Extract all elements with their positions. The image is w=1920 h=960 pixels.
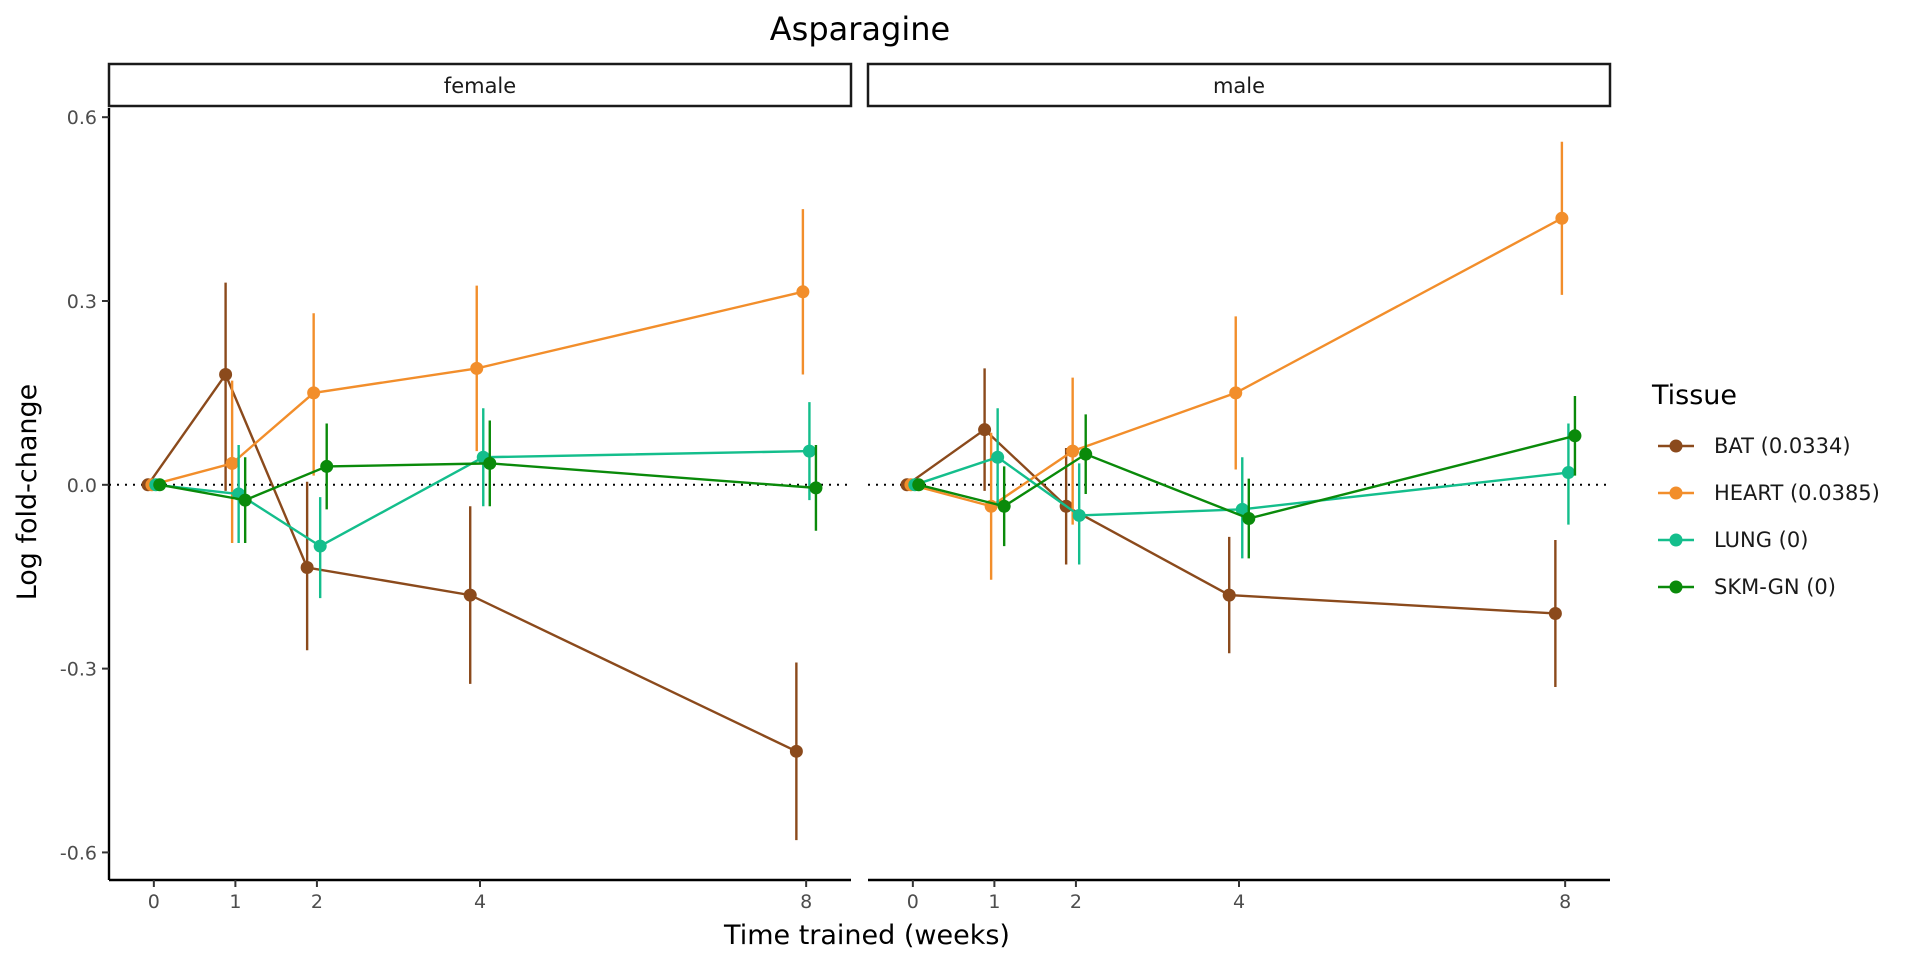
panel-female: female -0.6 -0.3 0.0 0.3 0.6 0 1 2 4 8 bbox=[60, 62, 853, 913]
data-point bbox=[1079, 447, 1093, 461]
legend-title: Tissue bbox=[1651, 380, 1737, 411]
y-axis-title: Log fold-change bbox=[12, 384, 43, 601]
legend-swatch-point bbox=[1669, 486, 1683, 500]
series bbox=[900, 368, 1562, 687]
data-point bbox=[313, 539, 327, 553]
data-point bbox=[978, 423, 992, 437]
legend-item: BAT (0.0334) bbox=[1658, 434, 1851, 458]
y-tick-label: 0.0 bbox=[67, 475, 97, 497]
series bbox=[145, 209, 810, 544]
panel-male: male 0 1 2 4 8 bbox=[866, 62, 1612, 913]
data-point bbox=[789, 744, 803, 758]
series bbox=[912, 395, 1582, 559]
y-tick-label: 0.3 bbox=[67, 291, 97, 313]
data-point bbox=[238, 493, 252, 507]
data-point bbox=[1555, 211, 1569, 225]
x-tick-label: 2 bbox=[1070, 891, 1082, 913]
strip-label: female bbox=[444, 74, 516, 98]
legend-item: LUNG (0) bbox=[1658, 528, 1808, 552]
data-point bbox=[796, 285, 810, 299]
data-point bbox=[1242, 512, 1256, 526]
legend-label: SKM-GN (0) bbox=[1714, 575, 1836, 599]
legend: Tissue BAT (0.0334) HEART (0.0385) LUNG (0… bbox=[1651, 380, 1880, 599]
data-point bbox=[483, 456, 497, 470]
data-point bbox=[219, 368, 233, 382]
x-tick-label: 2 bbox=[311, 891, 323, 913]
data-point bbox=[1072, 508, 1086, 522]
series-line bbox=[146, 372, 797, 753]
y-tick-label: -0.3 bbox=[60, 659, 97, 681]
legend-swatch-point bbox=[1669, 439, 1683, 453]
legend-label: LUNG (0) bbox=[1714, 528, 1808, 552]
data-point bbox=[912, 478, 926, 492]
data-point bbox=[1561, 466, 1575, 480]
legend-label: BAT (0.0334) bbox=[1714, 434, 1851, 458]
x-tick-label: 0 bbox=[148, 891, 160, 913]
series bbox=[908, 408, 1575, 565]
x-tick-label: 1 bbox=[988, 891, 1000, 913]
data-point bbox=[225, 456, 239, 470]
data-point bbox=[1066, 444, 1080, 458]
legend-item: HEART (0.0385) bbox=[1658, 481, 1880, 505]
y-tick-label: 0.6 bbox=[67, 107, 97, 129]
chart-title: Asparagine bbox=[770, 10, 950, 48]
data-point bbox=[1235, 502, 1249, 516]
x-axis-title: Time trained (weeks) bbox=[723, 920, 1010, 951]
x-tick-label: 4 bbox=[1233, 891, 1245, 913]
data-point bbox=[1229, 386, 1243, 400]
y-tick-label: -0.6 bbox=[60, 842, 97, 864]
series bbox=[141, 282, 803, 841]
strip-box bbox=[866, 62, 1612, 108]
legend-label: HEART (0.0385) bbox=[1714, 481, 1880, 505]
data-point bbox=[1548, 606, 1562, 620]
data-point bbox=[991, 450, 1005, 464]
data-point bbox=[307, 386, 321, 400]
legend-swatch-point bbox=[1669, 580, 1683, 594]
x-tick-label: 0 bbox=[907, 891, 919, 913]
legend-swatch-point bbox=[1669, 533, 1683, 547]
series bbox=[153, 420, 823, 544]
data-point bbox=[463, 588, 477, 602]
data-point bbox=[320, 459, 334, 473]
x-tick-label: 8 bbox=[1559, 891, 1571, 913]
strip-box bbox=[107, 62, 853, 108]
x-tick-label: 4 bbox=[474, 891, 486, 913]
data-point bbox=[809, 481, 823, 495]
x-tick-label: 8 bbox=[800, 891, 812, 913]
data-point bbox=[470, 361, 484, 375]
data-point bbox=[802, 444, 816, 458]
data-point bbox=[153, 478, 167, 492]
data-point bbox=[1568, 429, 1582, 443]
data-point bbox=[1222, 588, 1236, 602]
x-tick-label: 1 bbox=[229, 891, 241, 913]
strip-label: male bbox=[1213, 74, 1265, 98]
data-point bbox=[300, 561, 314, 575]
data-point bbox=[997, 499, 1011, 513]
legend-item: SKM-GN (0) bbox=[1658, 575, 1836, 599]
